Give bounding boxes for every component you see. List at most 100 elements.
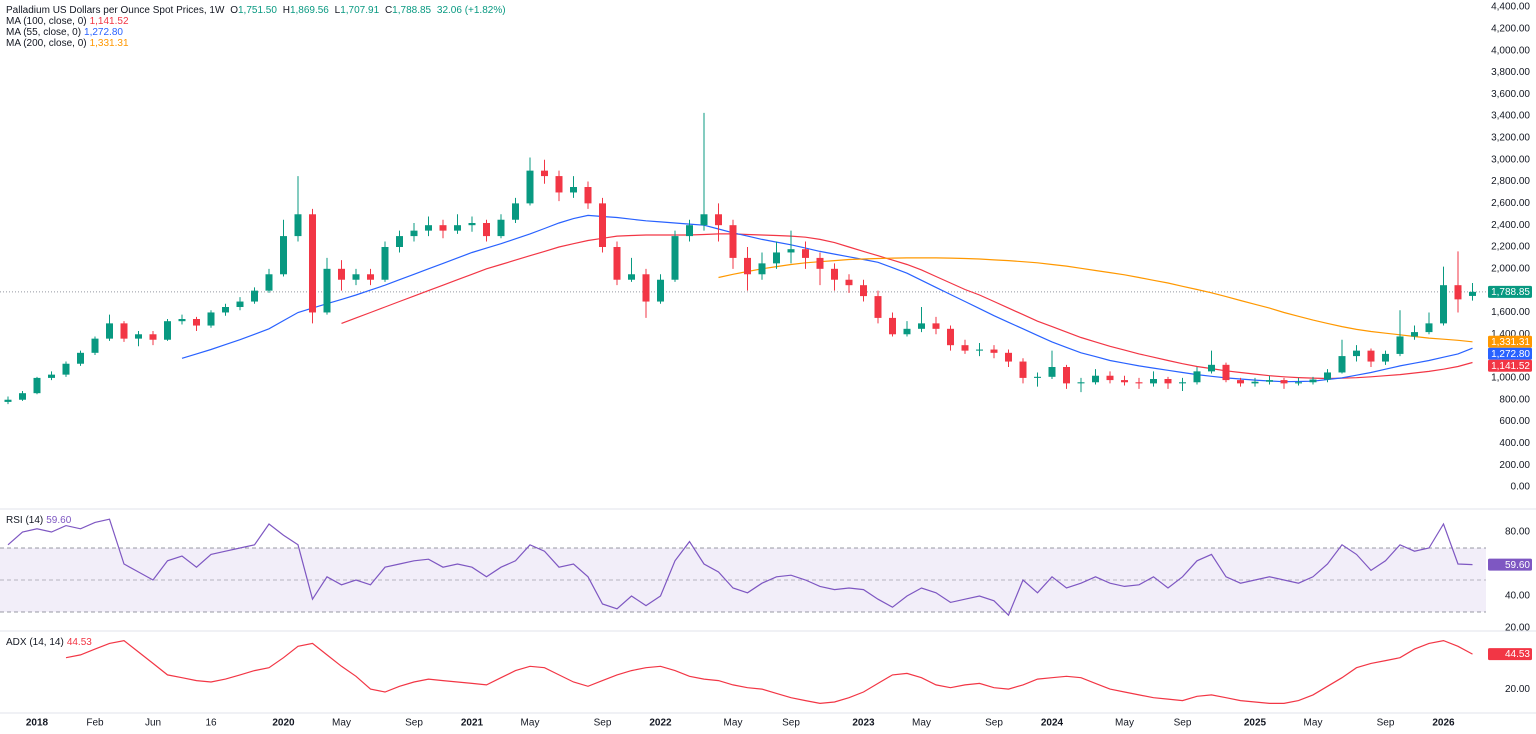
y-tick-label: 3,800.00 xyxy=(1491,67,1530,78)
y-tick-label: 2,800.00 xyxy=(1491,176,1530,187)
candle-body xyxy=(1251,381,1259,384)
y-tick-label: 20.00 xyxy=(1505,684,1530,695)
x-tick-label: May xyxy=(1304,718,1323,729)
x-tick-label: 2025 xyxy=(1244,718,1267,729)
candle-body xyxy=(193,319,200,326)
candle-body xyxy=(758,263,766,275)
candle-body xyxy=(4,399,12,402)
legend-row: MA (100, close, 0) 1,141.52 xyxy=(6,16,509,27)
candle-body xyxy=(410,230,418,237)
candle-body xyxy=(135,334,142,339)
candle-body xyxy=(77,352,84,364)
candle-body xyxy=(236,301,244,308)
indicator-title: RSI (14) xyxy=(6,515,44,526)
price-tag-label: 44.53 xyxy=(1505,649,1530,660)
candle-body xyxy=(1237,380,1244,384)
legend-value: 1,141.52 xyxy=(89,16,129,27)
candle-body xyxy=(106,323,113,339)
candle-body xyxy=(1208,364,1215,372)
y-tick-label: 1,000.00 xyxy=(1491,373,1530,384)
candle-body xyxy=(367,274,374,280)
candle-body xyxy=(62,363,70,375)
candle-body xyxy=(889,317,896,335)
candle-body xyxy=(1164,379,1172,384)
y-tick-label: 2,600.00 xyxy=(1491,198,1530,209)
y-tick-label: 40.00 xyxy=(1505,591,1530,602)
candle-body xyxy=(48,374,55,378)
candle-body xyxy=(642,274,650,302)
moving-average-line xyxy=(718,257,1473,343)
candle-body xyxy=(323,268,331,313)
candle-body xyxy=(1179,382,1186,384)
candle-body xyxy=(1324,372,1331,380)
candle-body xyxy=(338,268,345,280)
legend-value: 1,331.31 xyxy=(89,38,129,49)
legend-value: 1,272.80 xyxy=(84,27,123,38)
candle-body xyxy=(526,170,534,204)
candle-body xyxy=(1121,380,1128,383)
candle-body xyxy=(1309,379,1317,383)
candle-body xyxy=(1454,285,1462,300)
price-legend: Palladium US Dollars per Ounce Spot Pric… xyxy=(6,5,509,49)
x-tick-label: Feb xyxy=(86,718,104,729)
candle-body xyxy=(918,323,925,329)
x-tick-label: 2021 xyxy=(461,718,484,729)
indicator-line xyxy=(65,639,1473,705)
adx-legend: ADX (14, 14) 44.53 xyxy=(6,637,95,648)
price-tag xyxy=(1488,285,1532,298)
candle-body xyxy=(671,236,679,280)
x-tick-label: May xyxy=(1115,718,1134,729)
candle-body xyxy=(990,349,998,353)
candle-body xyxy=(1150,379,1157,384)
price-tag xyxy=(1488,648,1532,661)
y-tick-label: 800.00 xyxy=(1499,394,1530,405)
candle-body xyxy=(468,223,476,226)
candle-body xyxy=(1077,382,1085,384)
x-tick-label: Sep xyxy=(594,718,612,729)
candle-body xyxy=(425,225,432,231)
x-tick-label: Sep xyxy=(1377,718,1395,729)
candle-body xyxy=(1019,361,1027,378)
ohlc-key: L xyxy=(334,5,341,16)
candle-body xyxy=(599,203,606,248)
candle-body xyxy=(1193,371,1201,383)
y-tick-label: 3,000.00 xyxy=(1491,154,1530,165)
price-tag xyxy=(1488,335,1532,348)
candle-body xyxy=(1396,336,1404,354)
candle-body xyxy=(483,223,490,237)
y-tick-label: 3,600.00 xyxy=(1491,89,1530,100)
legend-row: Palladium US Dollars per Ounce Spot Pric… xyxy=(6,5,509,16)
candle-body xyxy=(555,176,563,193)
candle-body xyxy=(1135,382,1143,384)
x-tick-label: 2024 xyxy=(1041,718,1064,729)
x-tick-label: Jun xyxy=(145,718,161,729)
candle-body xyxy=(1280,380,1288,384)
x-tick-label: Sep xyxy=(1174,718,1192,729)
y-tick-label: 2,200.00 xyxy=(1491,242,1530,253)
candle-body xyxy=(164,321,171,340)
candle-body xyxy=(309,214,316,313)
x-tick-label: May xyxy=(724,718,743,729)
candle-body xyxy=(251,290,258,302)
candle-body xyxy=(947,328,954,346)
x-tick-label: 2023 xyxy=(852,718,875,729)
candle-body xyxy=(1440,285,1447,324)
price-tag xyxy=(1488,558,1532,571)
candle-body xyxy=(932,323,940,329)
candle-body xyxy=(613,247,621,280)
candle-body xyxy=(294,214,302,237)
chart-title: Palladium US Dollars per Ounce Spot Pric… xyxy=(6,5,225,16)
candle-body xyxy=(19,393,26,400)
ohlc-key: H xyxy=(282,5,290,16)
candle-body xyxy=(1005,352,1012,362)
y-tick-label: 200.00 xyxy=(1499,460,1530,471)
price-tag-label: 1,331.31 xyxy=(1491,337,1530,348)
price-tag-label: 1,272.80 xyxy=(1491,349,1530,360)
x-tick-label: Sep xyxy=(985,718,1003,729)
candle-body xyxy=(700,214,708,226)
y-tick-label: 2,000.00 xyxy=(1491,263,1530,274)
price-tag xyxy=(1488,347,1532,360)
x-tick-label: May xyxy=(332,718,351,729)
x-tick-label: May xyxy=(521,718,540,729)
ohlc-value: 1,707.91 xyxy=(340,5,380,16)
